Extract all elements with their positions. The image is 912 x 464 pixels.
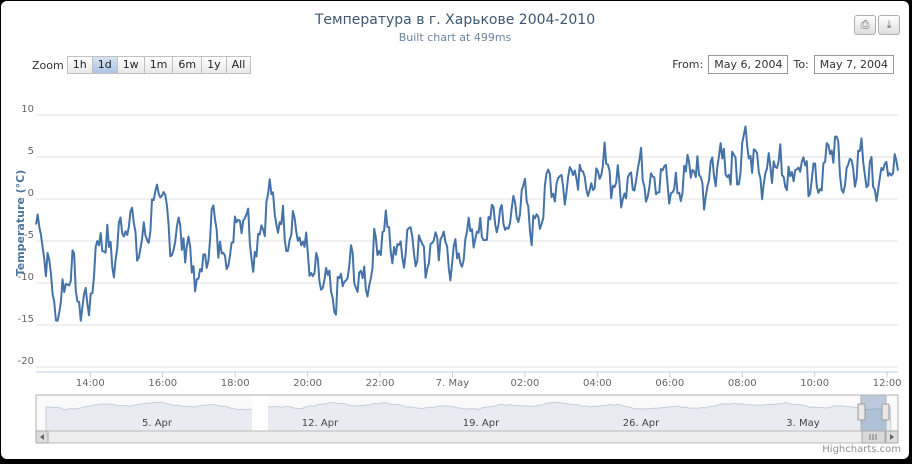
navigator-date-label: 5. Apr — [142, 418, 173, 429]
printer-icon: ⎙ — [860, 18, 870, 31]
chart-subtitle: Built chart at 499ms — [398, 31, 512, 44]
grip-icon — [869, 434, 877, 440]
zoom-1m-button[interactable]: 1m — [143, 56, 174, 74]
x-tick-label: 10:00 — [800, 378, 829, 389]
y-tick-label: -15 — [18, 314, 34, 325]
navigator[interactable]: 5. Apr 12. Apr 19. Apr 26. Apr 3. May — [35, 394, 899, 432]
navigator-date-label: 3. May — [786, 418, 819, 429]
x-tick-label: 04:00 — [583, 378, 612, 389]
scrollbar-track[interactable] — [35, 430, 899, 444]
x-tick-label: 18:00 — [221, 378, 250, 389]
to-label: To: — [793, 58, 809, 71]
print-button[interactable]: ⎙ — [854, 15, 876, 35]
x-tick-label: 06:00 — [655, 378, 684, 389]
range-selector: From: May 6, 2004 To: May 7, 2004 — [672, 55, 899, 74]
navigator-date-label: 12. Apr — [302, 418, 339, 429]
navigator-date-label: 19. Apr — [463, 418, 500, 429]
x-tick-label: 20:00 — [293, 378, 322, 389]
x-tick-label: 16:00 — [148, 378, 177, 389]
download-icon: ⤓ — [886, 18, 892, 31]
navigator-right-handle[interactable] — [881, 403, 890, 421]
x-tick-label: 22:00 — [366, 378, 395, 389]
y-axis-label: Temperature (°C) — [14, 170, 27, 277]
x-tick-label: 08:00 — [728, 378, 757, 389]
to-date-input[interactable]: May 7, 2004 — [813, 55, 894, 74]
arrow-right-icon — [890, 434, 894, 440]
x-tick-label: 02:00 — [511, 378, 540, 389]
zoom-1y-button[interactable]: 1y — [201, 56, 227, 74]
arrow-left-icon — [40, 434, 44, 440]
zoom-all-button[interactable]: All — [225, 56, 252, 74]
download-button[interactable]: ⤓ — [878, 15, 900, 35]
y-tick-label: -10 — [18, 272, 34, 283]
x-tick-label: 14:00 — [76, 378, 105, 389]
y-tick-label: 0 — [28, 188, 34, 199]
y-tick-label: 10 — [21, 104, 34, 115]
from-label: From: — [672, 58, 704, 71]
navigator-left-handle[interactable] — [857, 403, 866, 421]
y-tick-label: -5 — [24, 230, 34, 241]
navigator-date-label: 26. Apr — [623, 418, 660, 429]
scrollbar[interactable] — [35, 430, 899, 444]
x-tick-label: 7. May — [436, 378, 469, 389]
y-tick-label: -20 — [18, 356, 34, 367]
chart-title: Температура в г. Харькове 2004-2010 — [314, 12, 596, 28]
temperature-series-line[interactable] — [35, 125, 899, 322]
x-tick-label: 12:00 — [873, 378, 902, 389]
navigator-data-gap — [252, 396, 268, 431]
zoom-selector: Zoom 1h 1d 1w 1m 6m 1y All — [32, 56, 252, 74]
credits-link[interactable]: Highcharts.com — [822, 444, 901, 455]
from-date-input[interactable]: May 6, 2004 — [708, 55, 789, 74]
zoom-1d-button[interactable]: 1d — [91, 56, 118, 74]
y-tick-label: 5 — [28, 146, 34, 157]
zoom-label: Zoom — [32, 58, 64, 72]
